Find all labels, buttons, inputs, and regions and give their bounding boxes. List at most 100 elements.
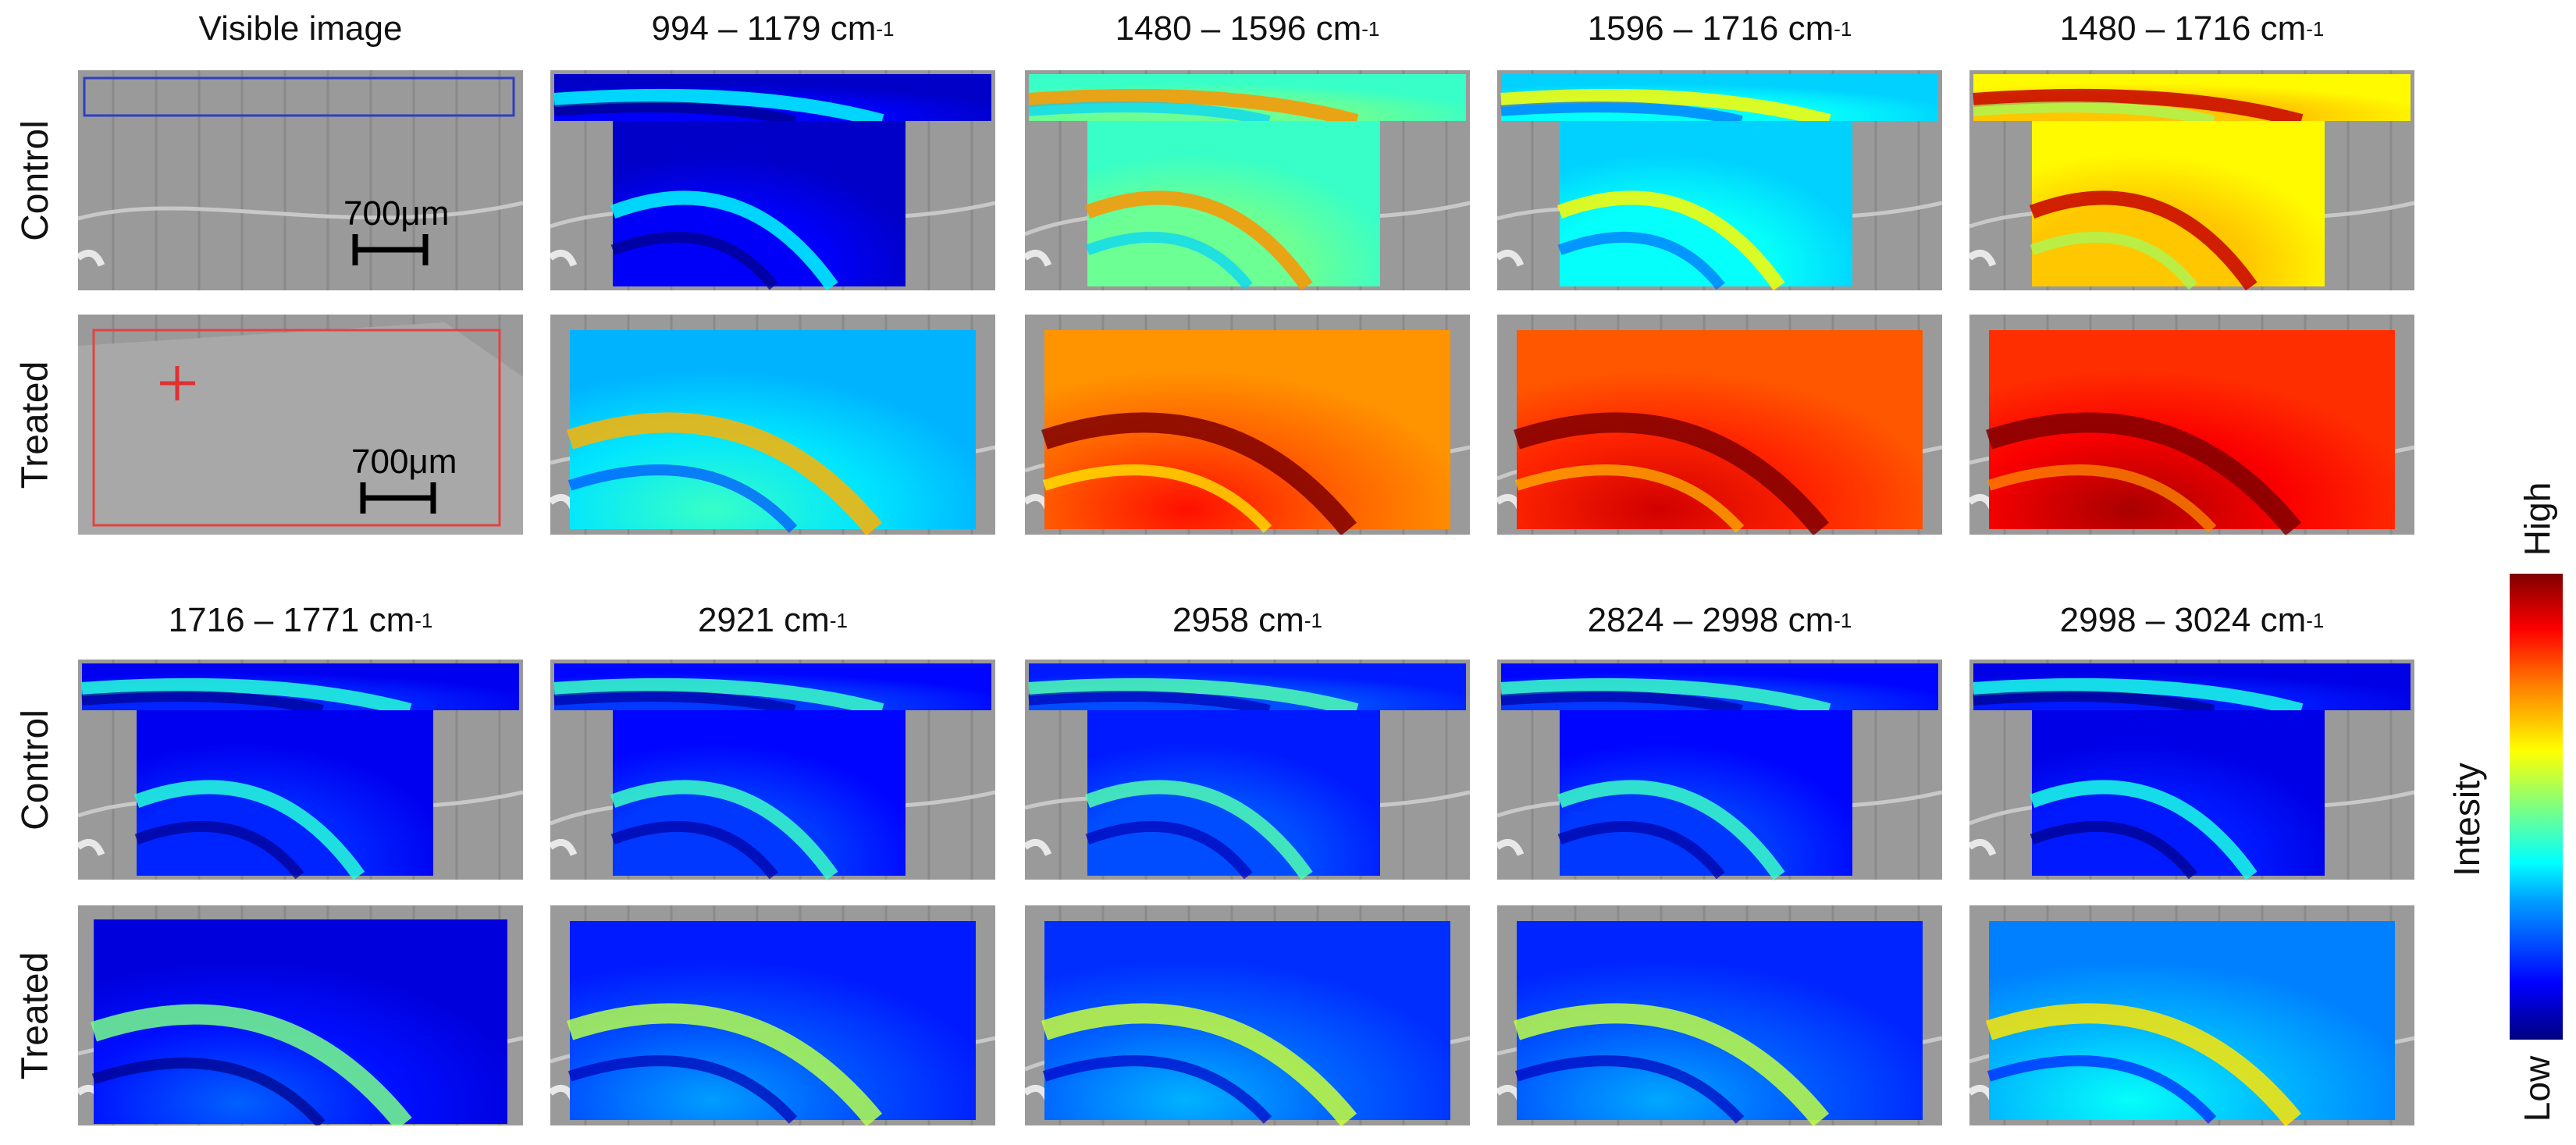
intensity-band [1500, 88, 1831, 128]
intensity-band [1514, 1055, 1745, 1124]
row-label-treated: Treated [8, 905, 62, 1125]
intensity-band [134, 820, 304, 880]
chemical-map-panel [1497, 70, 1942, 290]
roi-box [83, 76, 515, 117]
chemical-map-panel [1969, 315, 2414, 535]
intensity-band [1973, 677, 2304, 717]
intensity-band [90, 1004, 412, 1125]
tissue-fold [1497, 838, 1525, 856]
chemical-map-panel [78, 905, 523, 1125]
tissue-fold [78, 201, 523, 221]
intensity-band [566, 412, 883, 535]
chemical-map-panel [1497, 315, 1942, 535]
intensity-band [1514, 464, 1745, 533]
intensity-band [2029, 780, 2258, 880]
title-text: 2958 cm [1172, 601, 1304, 639]
roi-box [92, 329, 501, 527]
intensity-band [133, 780, 365, 880]
intensity-band [1041, 1003, 1357, 1125]
tissue-background [78, 70, 523, 290]
colorbar-axis-text: Intesity [2446, 763, 2488, 877]
intensity-band [1973, 691, 2215, 716]
intensity-band [1985, 412, 2302, 535]
row-label-text: Control [14, 709, 56, 830]
intensity-band [81, 691, 324, 716]
tissue-fold [550, 249, 578, 267]
intensity-band [1042, 1055, 1272, 1124]
panel-title: 2998 – 3024 cm -1 [2059, 601, 2325, 639]
panel-title: 994 – 1179 cm -1 [651, 9, 895, 48]
intensity-band [1084, 780, 1313, 880]
intensity-band [1084, 190, 1313, 290]
title-text: 2921 cm [698, 601, 830, 639]
colorbar-high-text: High [2517, 482, 2558, 556]
intensity-band [553, 88, 884, 128]
visible-image-panel: 700μm [78, 315, 523, 535]
intensity-band [610, 190, 838, 290]
intensity-band [1500, 677, 1831, 717]
intensity-band [1513, 1003, 1830, 1125]
panel-title: 2958 cm -1 [1172, 601, 1322, 639]
intensity-band [1028, 691, 1271, 716]
intensity-band [1028, 101, 1271, 126]
intensity-band [1557, 190, 1785, 290]
tissue-fold [1969, 249, 1997, 267]
intensity-band [91, 1058, 326, 1125]
scale-bar-label: 700μm [351, 443, 457, 481]
tissue-fold [1025, 838, 1052, 856]
intensity-band [1500, 691, 1743, 716]
tissue-section [78, 322, 523, 535]
intensity-band [610, 231, 778, 290]
intensity-band [1557, 780, 1785, 880]
chemical-map-panel [1025, 315, 1470, 535]
tissue-fold [78, 838, 105, 856]
row-label-treated: Treated [8, 315, 62, 535]
row-label-text: Treated [14, 361, 56, 489]
intensity-band [2029, 190, 2258, 290]
panel-title: 1716 – 1771 cm -1 [168, 601, 433, 639]
intensity-band [566, 1003, 883, 1125]
chemical-map-panel [1969, 660, 2414, 880]
title-text: 994 – 1179 cm [651, 9, 877, 48]
title-text: 1480 – 1716 cm [2059, 9, 2307, 48]
chemical-map-panel [1497, 905, 1942, 1125]
panel-title: 1596 – 1716 cm -1 [1587, 9, 1852, 48]
chemical-map-panel [550, 315, 995, 535]
colorbar-low-text: Low [2516, 1055, 2557, 1122]
colorbar-axis-label: Intesity [2432, 749, 2502, 890]
panel-title: 2824 – 2998 cm -1 [1587, 601, 1852, 639]
chemical-map-panel [550, 70, 995, 290]
chemical-map-panel [1497, 660, 1942, 880]
intensity-band [1028, 88, 1359, 128]
intensity-band [2030, 820, 2197, 880]
intensity-band [1085, 231, 1253, 290]
row-label-text: Control [14, 119, 56, 241]
intensity-band [568, 464, 798, 533]
chemical-map-panel [550, 660, 995, 880]
chemical-map-panel [550, 905, 995, 1125]
intensity-band [610, 820, 778, 880]
intensity-band [1042, 464, 1272, 533]
intensity-band [1085, 820, 1253, 880]
tissue-fold [78, 249, 105, 267]
title-text: 1716 – 1771 cm [168, 601, 415, 639]
intensity-band [610, 780, 838, 880]
title-text: 1596 – 1716 cm [1587, 9, 1834, 48]
scale-bar-label: 700μm [343, 194, 449, 233]
visible-image-panel: 700μm [78, 70, 523, 290]
intensity-band [2030, 231, 2197, 290]
intensity-band [1041, 412, 1357, 535]
intensity-band [1985, 1003, 2302, 1125]
chemical-map-panel [1025, 660, 1470, 880]
intensity-band [1987, 464, 2217, 533]
intensity-band [1557, 231, 1725, 290]
title-text: 1480 – 1596 cm [1115, 9, 1362, 48]
chemical-map-panel [1025, 70, 1470, 290]
intensity-band [553, 677, 884, 717]
tissue-fold [1497, 249, 1525, 267]
intensity-band [1973, 88, 2304, 128]
title-text: 2998 – 3024 cm [2059, 601, 2307, 639]
row-label-control: Control [8, 70, 62, 290]
intensity-band [81, 677, 412, 717]
tissue-fold [1969, 838, 1997, 856]
